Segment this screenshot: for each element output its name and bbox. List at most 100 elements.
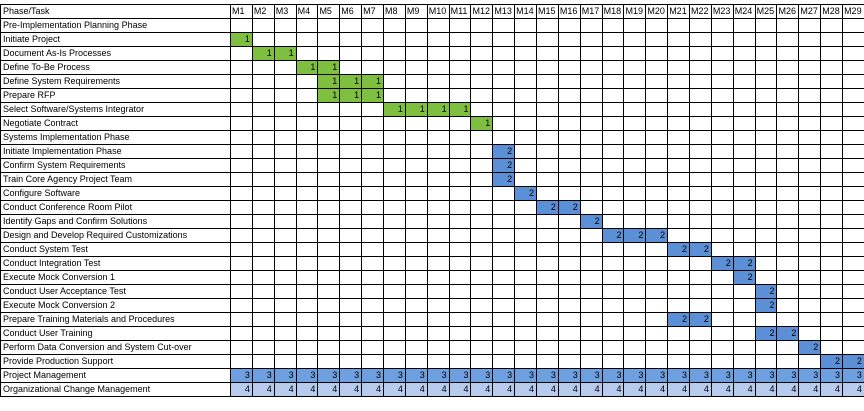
month-cell: 3: [689, 368, 712, 383]
month-cell: [645, 326, 669, 341]
month-cell: [557, 158, 581, 173]
month-cell: 3: [230, 368, 253, 383]
month-cell: [317, 46, 341, 61]
month-cell: [557, 144, 581, 159]
month-cell: [273, 172, 297, 187]
month-cell: [579, 130, 603, 145]
month-cell: [514, 18, 538, 33]
month-cell: [557, 270, 581, 285]
month-cell: [798, 74, 822, 89]
month-cell: [470, 172, 494, 187]
month-cell: [404, 284, 428, 299]
task-label: Initiate Implementation Phase: [0, 144, 231, 159]
month-header: M19: [623, 4, 647, 19]
month-cell: [383, 284, 406, 299]
month-cell: [820, 228, 844, 243]
month-cell: [579, 256, 603, 271]
month-cell: 1: [317, 60, 341, 75]
month-cell: [273, 74, 297, 89]
month-cell: [798, 200, 822, 215]
month-cell: [317, 186, 341, 201]
month-cell: [689, 214, 712, 229]
month-cell: [689, 32, 712, 47]
month-cell: [689, 172, 712, 187]
month-cell: [820, 18, 844, 33]
month-cell: [776, 200, 800, 215]
month-cell: [361, 32, 385, 47]
month-cell: [842, 172, 864, 187]
month-cell: [230, 74, 253, 89]
month-header: M9: [404, 4, 428, 19]
month-cell: [645, 158, 669, 173]
month-cell: 4: [732, 382, 756, 397]
month-cell: 2: [754, 298, 778, 313]
month-cell: [426, 172, 450, 187]
month-cell: [470, 298, 494, 313]
month-cell: [689, 186, 712, 201]
month-cell: [273, 186, 297, 201]
month-cell: [339, 256, 363, 271]
month-cell: [361, 46, 385, 61]
month-cell: [251, 102, 275, 117]
month-cell: [667, 130, 691, 145]
month-cell: [339, 32, 363, 47]
month-cell: [404, 60, 428, 75]
month-cell: 3: [667, 368, 691, 383]
month-cell: [383, 340, 406, 355]
month-cell: 3: [339, 368, 363, 383]
month-cell: [623, 88, 647, 103]
month-cell: [492, 340, 516, 355]
month-cell: 3: [470, 368, 494, 383]
month-cell: [492, 242, 516, 257]
month-cell: [230, 228, 253, 243]
month-cell: [667, 46, 691, 61]
month-cell: [754, 186, 778, 201]
month-cell: [776, 18, 800, 33]
month-cell: [667, 18, 691, 33]
month-cell: [383, 32, 406, 47]
month-cell: [251, 270, 275, 285]
month-cell: [317, 326, 341, 341]
month-cell: [645, 256, 669, 271]
month-header: M13: [492, 4, 516, 19]
month-cell: [623, 186, 647, 201]
month-cell: [623, 46, 647, 61]
month-cell: [426, 74, 450, 89]
month-cell: [470, 144, 494, 159]
month-cell: [798, 270, 822, 285]
header-phase-task: Phase/Task: [0, 4, 231, 19]
month-cell: [383, 88, 406, 103]
phase-label: Pre-Implementation Planning Phase: [0, 18, 231, 33]
month-header: M6: [339, 4, 363, 19]
month-cell: [514, 60, 538, 75]
month-cell: [339, 340, 363, 355]
task-row: Train Core Agency Project Team 2: [0, 172, 864, 187]
month-cell: 2: [820, 354, 844, 369]
month-cell: [579, 158, 603, 173]
month-cell: [404, 354, 428, 369]
month-cell: [448, 172, 472, 187]
month-cell: 4: [404, 382, 428, 397]
month-cell: [426, 326, 450, 341]
month-cell: [842, 74, 864, 89]
month-cell: [317, 214, 341, 229]
month-cell: [820, 88, 844, 103]
month-cell: 2: [798, 340, 822, 355]
month-cell: [426, 186, 450, 201]
month-cell: [426, 298, 450, 313]
month-cell: [623, 354, 647, 369]
month-cell: [645, 18, 669, 33]
month-cell: [667, 158, 691, 173]
month-cell: [689, 46, 712, 61]
month-cell: [732, 18, 756, 33]
month-cell: [732, 172, 756, 187]
month-header: M5: [317, 4, 341, 19]
month-cell: [710, 242, 734, 257]
month-cell: [230, 102, 253, 117]
month-cell: [230, 130, 253, 145]
month-cell: [426, 116, 450, 131]
month-cell: [798, 298, 822, 313]
month-cell: [820, 326, 844, 341]
month-cell: [798, 88, 822, 103]
month-cell: [842, 284, 864, 299]
